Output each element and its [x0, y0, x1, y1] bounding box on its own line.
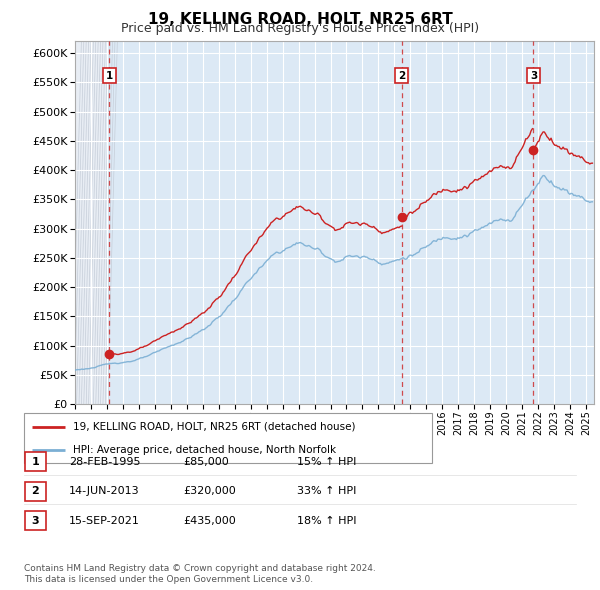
Text: £320,000: £320,000 [183, 486, 236, 496]
Text: HPI: Average price, detached house, North Norfolk: HPI: Average price, detached house, Nort… [73, 445, 336, 455]
Text: 2: 2 [398, 71, 405, 81]
Text: This data is licensed under the Open Government Licence v3.0.: This data is licensed under the Open Gov… [24, 575, 313, 584]
Text: 19, KELLING ROAD, HOLT, NR25 6RT (detached house): 19, KELLING ROAD, HOLT, NR25 6RT (detach… [73, 421, 355, 431]
Text: Price paid vs. HM Land Registry's House Price Index (HPI): Price paid vs. HM Land Registry's House … [121, 22, 479, 35]
Bar [75, 41, 106, 404]
Text: 33% ↑ HPI: 33% ↑ HPI [297, 486, 356, 496]
Text: 18% ↑ HPI: 18% ↑ HPI [297, 516, 356, 526]
Text: 15% ↑ HPI: 15% ↑ HPI [297, 457, 356, 467]
Text: Contains HM Land Registry data © Crown copyright and database right 2024.: Contains HM Land Registry data © Crown c… [24, 565, 376, 573]
Text: 19, KELLING ROAD, HOLT, NR25 6RT: 19, KELLING ROAD, HOLT, NR25 6RT [148, 12, 452, 27]
Text: 3: 3 [32, 516, 39, 526]
Text: £435,000: £435,000 [183, 516, 236, 526]
Text: 14-JUN-2013: 14-JUN-2013 [69, 486, 140, 496]
Text: 28-FEB-1995: 28-FEB-1995 [69, 457, 140, 467]
Text: 3: 3 [530, 71, 537, 81]
Text: 15-SEP-2021: 15-SEP-2021 [69, 516, 140, 526]
Text: £85,000: £85,000 [183, 457, 229, 467]
Text: 2: 2 [32, 486, 39, 496]
Text: 1: 1 [106, 71, 113, 81]
Text: 1: 1 [32, 457, 39, 467]
